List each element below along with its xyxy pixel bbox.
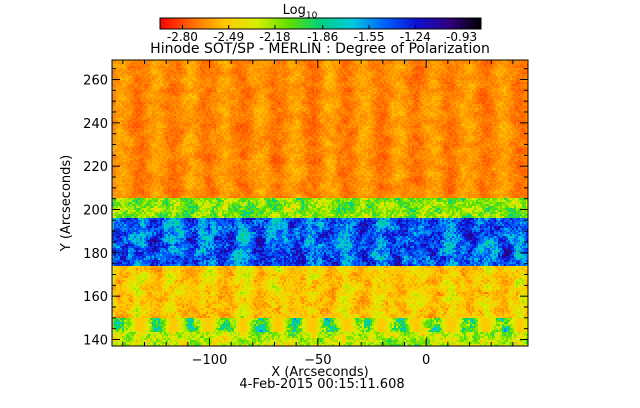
colorbar-tick-label: -1.24 <box>400 30 431 44</box>
colorbar-ticks: -2.80 -2.49 -2.18 -1.86 -1.55 -1.24 -0.93 <box>167 25 477 44</box>
date-stamp: 4-Feb-2015 00:15:11.608 <box>239 377 404 392</box>
y-tick-label: 260 <box>83 74 108 89</box>
heatmap <box>112 60 528 346</box>
colorbar-tick-label: -2.18 <box>259 30 290 44</box>
y-tick-label: 140 <box>83 334 108 349</box>
x-axis-label: X (Arcseconds) <box>271 365 368 380</box>
colorbar-tick-label: -2.49 <box>213 30 244 44</box>
colorbar-tick-label: -0.93 <box>446 30 477 44</box>
colorbar-tick-label: -1.55 <box>353 30 384 44</box>
x-axis: −100 −50 0 <box>122 60 514 368</box>
colorbar: Log10 -2.80 -2.49 -2.18 -1.86 -1.55 -1.24 -0.9… <box>159 3 482 44</box>
x-tick-label: −50 <box>304 353 331 368</box>
colorbar-label: Log10 <box>283 3 318 21</box>
x-tick-label: 0 <box>422 353 430 368</box>
colorbar-gradient <box>159 17 482 30</box>
heatmap-image <box>112 60 528 346</box>
y-axis: 140 160 180 200 220 240 260 <box>83 68 528 349</box>
y-tick-label: 240 <box>83 117 108 132</box>
y-axis-label: Y (Arcseconds) <box>59 155 74 252</box>
chart-title: Hinode SOT/SP - MERLIN : Degree of Polar… <box>150 41 490 57</box>
y-tick-label: 180 <box>83 247 108 262</box>
colorbar-label-subscript: 10 <box>306 11 318 21</box>
y-tick-label: 160 <box>83 290 108 305</box>
x-tick-label: −100 <box>192 353 228 368</box>
plot-frame <box>111 59 529 347</box>
y-tick-label: 220 <box>83 160 108 175</box>
colorbar-tick-label: -1.86 <box>307 30 338 44</box>
colorbar-tick-label: -2.80 <box>167 30 198 44</box>
y-tick-label: 200 <box>83 204 108 219</box>
